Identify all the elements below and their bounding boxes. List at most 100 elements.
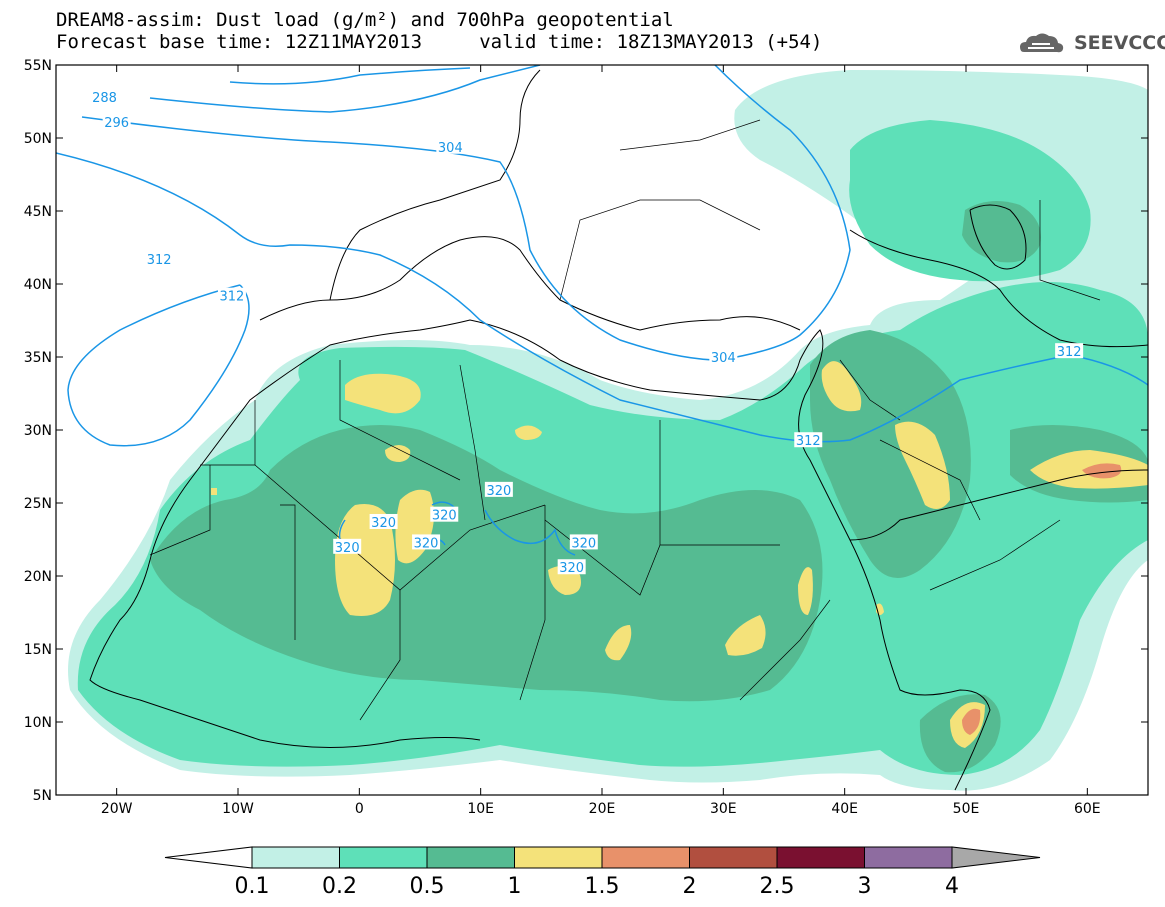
colorbar-level-label: 1.5: [584, 874, 620, 899]
lat-tick-label: 55N: [24, 58, 52, 74]
contour-label: 304: [709, 349, 738, 366]
contour-label-text: 296: [104, 116, 129, 131]
dust-region-yellow-10: [821, 361, 862, 412]
colorbar-swatch: [864, 846, 953, 869]
dust-region-yellow-14: [211, 488, 217, 495]
contour-label-text: 312: [147, 253, 172, 268]
seevccc-logo: [1020, 33, 1064, 53]
colorbar-level-label: 0.5: [409, 874, 445, 899]
contour-label-bg: [217, 287, 246, 303]
colorbar-swatch: [339, 846, 428, 869]
colorbar-level-label: 1: [507, 874, 522, 899]
cloud-icon: [1020, 33, 1064, 53]
contour-label: 320: [412, 534, 441, 551]
contour-label: 312: [145, 251, 174, 268]
contour-label-text: 312: [796, 434, 821, 449]
contour-label-bg: [709, 349, 738, 364]
contour-label-text: 320: [571, 536, 596, 551]
lat-tick-label: 40N: [24, 277, 52, 293]
contour-label-bg: [1055, 343, 1084, 359]
colorbar-swatch: [601, 846, 690, 869]
contour-label-bg: [90, 89, 119, 105]
contour-label: 304: [436, 138, 465, 156]
colorbar-level-label: 2: [682, 874, 697, 899]
lat-tick-label: 20N: [24, 569, 52, 585]
contour-label-text: 320: [371, 516, 396, 531]
lat-tick-label: 50N: [24, 131, 52, 147]
contour-labels: 288 296 304 312 312 304 312 312 320 320 320 320 320 3…: [90, 89, 1084, 576]
colorbar-swatch: [251, 846, 340, 869]
contour-label-bg: [430, 506, 459, 522]
contour-label: 320: [569, 534, 598, 551]
dust-region-orange-1: [1082, 463, 1122, 479]
colorbar-under-triangle: [164, 846, 253, 869]
contour-label: 312: [217, 287, 246, 305]
colorbar-level-label: 0.2: [322, 874, 357, 899]
dust-region-yellow-2: [385, 445, 411, 462]
colorbar: [164, 846, 1041, 869]
contour-label-text: 320: [432, 509, 457, 524]
logo-text: SEEVCCC: [1074, 32, 1165, 54]
lat-tick-label: 35N: [24, 350, 52, 366]
contour-label: 296: [102, 113, 131, 131]
dust-region-yellow-5: [515, 425, 542, 440]
contour-label-bg: [557, 559, 586, 575]
contour-label-text: 320: [414, 536, 439, 551]
lon-tick-label: 0: [355, 801, 364, 817]
dust-fields: [56, 65, 1148, 795]
contour-label-text: 320: [486, 484, 511, 499]
lat-tick-label: 5N: [33, 788, 52, 804]
contour-label-text: 320: [335, 541, 360, 556]
lat-tick-label: 45N: [24, 204, 52, 220]
lon-tick-label: 20E: [589, 801, 616, 817]
dust-region-yellow-8: [725, 615, 766, 656]
contour-label: 320: [557, 559, 586, 576]
contour-label-bg: [794, 432, 823, 448]
axis-ticks: 55N 50N 45N 40N 35N 30N 25N 20N 15N 10N 5N 20W 10W 0 1…: [24, 58, 1148, 817]
colorbar-swatch: [776, 846, 865, 869]
contour-label-text: 320: [559, 561, 584, 576]
dust-region-dark-sahara: [150, 425, 823, 702]
colorbar-swatch: [426, 846, 515, 869]
colorbar-level-label: 3: [857, 874, 872, 899]
colorbar-level-label: 0.1: [234, 874, 270, 899]
map-title: DREAM8-assim: Dust load (g/m²) and 700hP…: [56, 9, 674, 31]
contour-label-text: 312: [220, 290, 245, 305]
contour-label-bg: [102, 113, 131, 129]
contour-label: 312: [1055, 343, 1084, 360]
dust-region-yellow-1: [345, 373, 421, 414]
colorbar-level-label: 2.5: [759, 874, 795, 899]
contour-label-text: 304: [711, 351, 736, 366]
contour-label: 320: [484, 481, 513, 499]
contour-label-bg: [412, 534, 441, 550]
contour-label-bg: [436, 138, 465, 154]
contour-label: 320: [369, 513, 398, 531]
map-subtitle: Forecast base time: 12Z11MAY2013 valid t…: [56, 31, 823, 53]
colorbar-swatch: [689, 846, 778, 869]
dust-region-yellow-11: [895, 421, 950, 509]
dust-region-yellow-7: [605, 625, 632, 661]
lon-tick-label: 10W: [222, 801, 254, 817]
contour-label-bg: [484, 481, 513, 497]
contour-label-bg: [145, 251, 174, 267]
lon-tick-label: 50E: [953, 801, 980, 817]
contour-label: 320: [430, 506, 459, 524]
contour-label-bg: [333, 538, 362, 554]
contour-label: 312: [794, 432, 823, 449]
contour-label-text: 304: [438, 141, 463, 156]
coastlines: [89, 69, 1148, 791]
dust-region-orange-2: [962, 708, 981, 735]
lon-tick-label: 60E: [1074, 801, 1101, 817]
lon-tick-label: 40E: [831, 801, 858, 817]
contour-label-text: 312: [1057, 345, 1082, 360]
contour-label: 288: [90, 89, 119, 106]
lon-tick-label: 10E: [467, 801, 494, 817]
contour-label-bg: [369, 513, 398, 529]
contour-label: 320: [333, 538, 362, 556]
lon-tick-label: 20W: [101, 801, 133, 817]
geopotential-contours: [56, 65, 1148, 556]
lat-tick-label: 25N: [24, 496, 52, 512]
colorbar-over-triangle: [951, 846, 1041, 869]
lat-tick-label: 30N: [24, 423, 52, 439]
